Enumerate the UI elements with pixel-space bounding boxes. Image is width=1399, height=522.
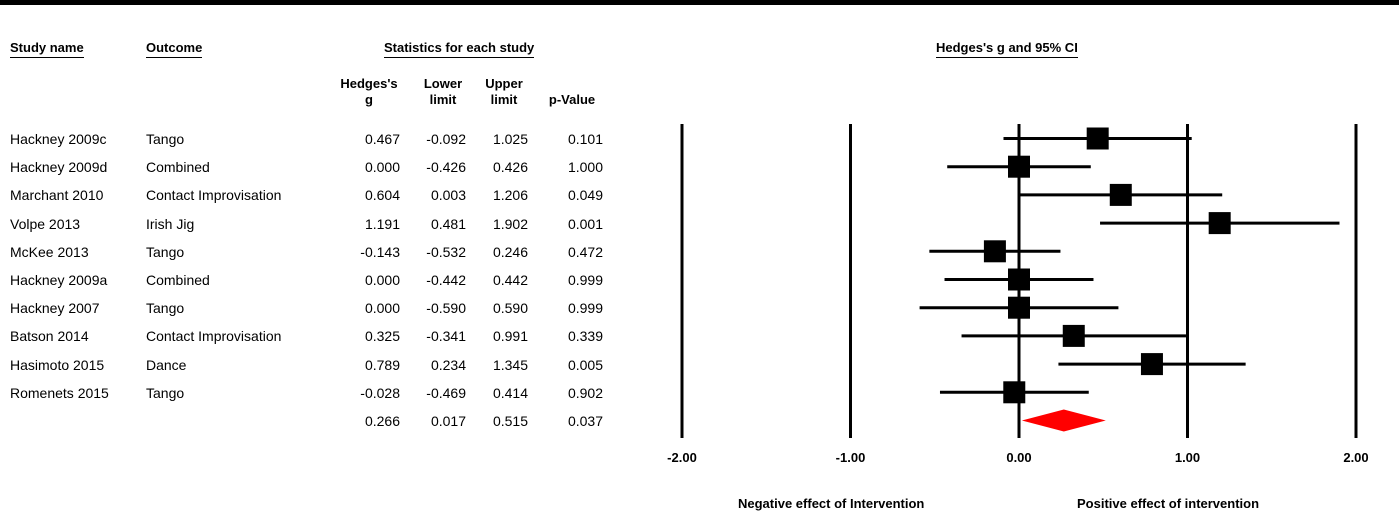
x-tick-label: -1.00	[836, 450, 866, 465]
lower-limit-cell: -0.469	[426, 385, 466, 401]
x-tick-label: -2.00	[667, 450, 697, 465]
header-statistics: Statistics for each study	[384, 40, 535, 58]
effect-marker	[1008, 268, 1030, 291]
upper-limit-cell: 0.246	[492, 244, 528, 260]
lower-limit-cell: 0.003	[430, 187, 466, 203]
negative-effect-label: Negative effect of Intervention	[738, 496, 925, 511]
lower-limit-cell: -0.442	[426, 272, 466, 288]
outcome-cell: Tango	[146, 300, 185, 316]
header-hedges-g: Hedges's g	[340, 76, 398, 107]
lower-limit-cell: -0.426	[426, 159, 466, 175]
study-name-cell: Romenets 2015	[10, 385, 109, 401]
positive-effect-label: Positive effect of intervention	[1077, 496, 1260, 511]
hedges-g-cell: 0.789	[364, 357, 400, 373]
header-upper-limit: Upper limit	[485, 76, 523, 107]
hedges-g-cell: 0.000	[364, 300, 400, 316]
hedges-g-cell: -0.143	[360, 244, 400, 260]
upper-limit-cell: 1.206	[492, 187, 528, 203]
upper-limit-cell: 0.442	[492, 272, 528, 288]
effect-marker	[983, 240, 1006, 263]
summary-upper-limit: 0.515	[492, 413, 528, 429]
outcome-cell: Contact Improvisation	[146, 187, 282, 203]
hedges-g-cell: 0.325	[364, 328, 400, 344]
hedges-g-cell: 0.000	[364, 272, 400, 288]
upper-limit-cell: 1.345	[492, 357, 528, 373]
summary-hedges-g: 0.266	[364, 413, 400, 429]
hedges-g-cell: 1.191	[364, 216, 400, 232]
p-value-cell: 0.339	[567, 328, 603, 344]
effect-marker	[1109, 183, 1132, 206]
summary-p-value: 0.037	[567, 413, 603, 429]
study-name-cell: Batson 2014	[10, 328, 89, 344]
effect-marker	[1008, 296, 1030, 319]
p-value-cell: 1.000	[567, 159, 603, 175]
outcome-cell: Tango	[146, 244, 185, 260]
outcome-cell: Dance	[146, 357, 187, 373]
p-value-cell: 0.101	[567, 131, 603, 147]
effect-marker	[1140, 353, 1163, 376]
effect-marker	[1086, 127, 1109, 150]
p-value-cell: 0.049	[567, 187, 603, 203]
effect-marker	[1003, 381, 1026, 404]
study-name-cell: Hackney 2009a	[10, 272, 108, 288]
outcome-cell: Combined	[146, 159, 210, 175]
summary-lower-limit: 0.017	[430, 413, 466, 429]
hedges-g-cell: -0.028	[360, 385, 400, 401]
study-name-cell: Marchant 2010	[10, 187, 104, 203]
lower-limit-cell: -0.092	[426, 131, 466, 147]
header-p-value: p-Value	[548, 92, 596, 107]
outcome-cell: Combined	[146, 272, 210, 288]
lower-limit-cell: 0.234	[430, 357, 466, 373]
header-lower-limit: Lower limit	[423, 76, 463, 107]
x-tick-label: 0.00	[1006, 450, 1031, 465]
header-plot-title: Hedges's g and 95% CI	[936, 40, 1078, 58]
x-tick-label: 2.00	[1343, 450, 1368, 465]
header-outcome: Outcome	[146, 40, 203, 58]
outcome-cell: Irish Jig	[146, 216, 195, 232]
lower-limit-cell: -0.532	[426, 244, 466, 260]
header-study-name: Study name	[10, 40, 84, 58]
lower-limit-cell: 0.481	[430, 216, 466, 232]
study-name-cell: Hasimoto 2015	[10, 357, 105, 373]
hedges-g-cell: 0.467	[364, 131, 400, 147]
outcome-cell: Tango	[146, 131, 185, 147]
study-name-cell: Volpe 2013	[10, 216, 81, 232]
upper-limit-cell: 0.414	[492, 385, 528, 401]
p-value-cell: 0.999	[567, 272, 603, 288]
effect-marker	[1208, 212, 1231, 235]
upper-limit-cell: 0.991	[492, 328, 528, 344]
study-name-cell: Hackney 2009c	[10, 131, 107, 147]
upper-limit-cell: 0.590	[492, 300, 528, 316]
upper-limit-cell: 1.025	[492, 131, 528, 147]
upper-limit-cell: 0.426	[492, 159, 528, 175]
p-value-cell: 0.005	[567, 357, 603, 373]
upper-limit-cell: 1.902	[492, 216, 528, 232]
p-value-cell: 0.999	[567, 300, 603, 316]
p-value-cell: 0.902	[567, 385, 603, 401]
effect-marker	[1062, 324, 1085, 347]
hedges-g-cell: 0.000	[364, 159, 400, 175]
top-rule	[0, 0, 1399, 5]
p-value-cell: 0.001	[567, 216, 603, 232]
summary-diamond	[1021, 409, 1106, 432]
lower-limit-cell: -0.341	[426, 328, 466, 344]
x-tick-label: 1.00	[1175, 450, 1200, 465]
lower-limit-cell: -0.590	[426, 300, 466, 316]
study-name-cell: Hackney 2009d	[10, 159, 108, 175]
outcome-cell: Tango	[146, 385, 185, 401]
study-name-cell: McKee 2013	[10, 244, 89, 260]
hedges-g-cell: 0.604	[364, 187, 400, 203]
study-name-cell: Hackney 2007	[10, 300, 100, 316]
effect-marker	[1008, 155, 1030, 178]
outcome-cell: Contact Improvisation	[146, 328, 282, 344]
p-value-cell: 0.472	[567, 244, 603, 260]
